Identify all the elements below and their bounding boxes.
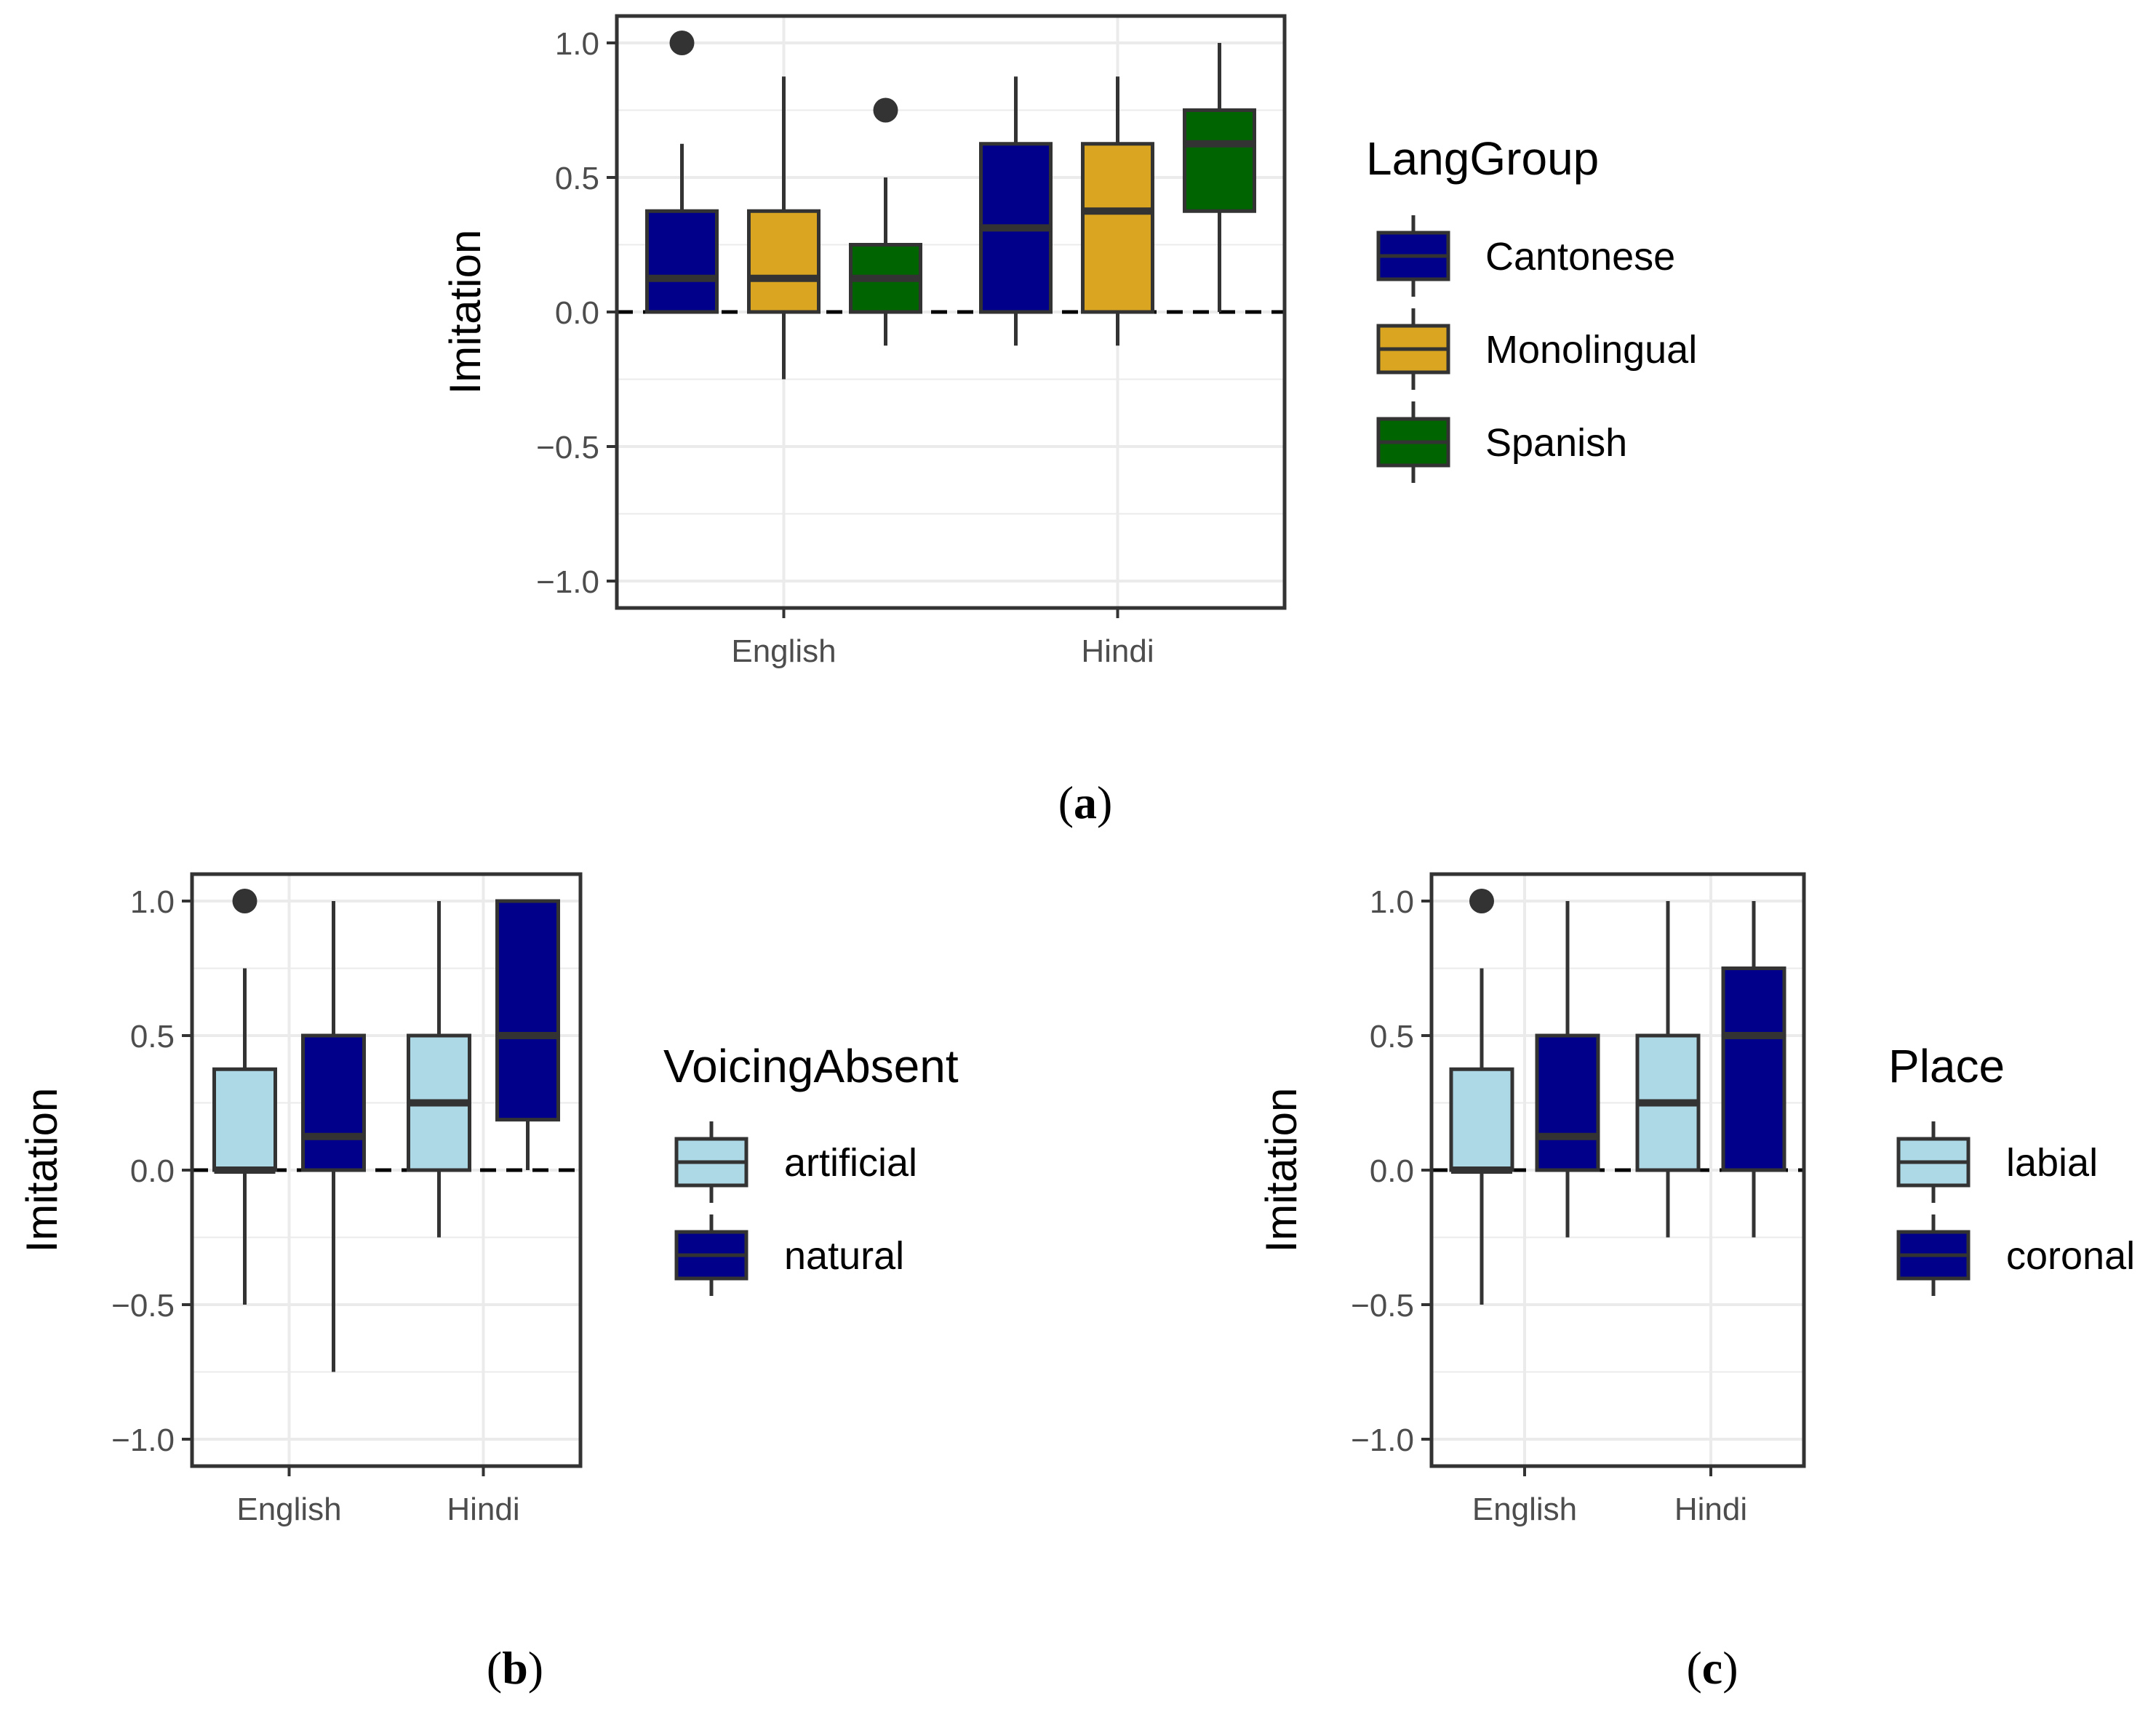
x-tick-label: Hindi — [1081, 633, 1154, 669]
x-tick-label: English — [731, 633, 836, 669]
box-iqr — [1721, 966, 1786, 1172]
legend-label-cantonese: Cantonese — [1485, 235, 1675, 279]
y-axis-title: Imitation — [1257, 1088, 1306, 1253]
x-tick-label: English — [236, 1492, 341, 1527]
y-tick-label: −0.5 — [111, 1288, 175, 1324]
box-iqr — [212, 1067, 277, 1172]
panel-b-chart: 1.0 0.5 0.0 −0.5 −1.0 English Hindi Imitation Vo… — [17, 872, 959, 1694]
y-tick-label: 0.0 — [1370, 1153, 1414, 1189]
legend-title: LangGroup — [1366, 132, 1599, 185]
y-tick-label: −0.5 — [536, 430, 599, 465]
legend-key-artificial — [674, 1121, 748, 1203]
legend-label-natural: natural — [784, 1234, 904, 1278]
y-axis-title: Imitation — [17, 1088, 66, 1253]
box-iqr — [1535, 1033, 1600, 1172]
legend-title: VoicingAbsent — [663, 1040, 959, 1092]
outlier-point — [669, 31, 695, 55]
outlier-point — [1469, 889, 1494, 913]
boxplot-labial-hindi — [1635, 901, 1701, 1238]
legend: LangGroup Cantonese Monolingual Spanish — [1366, 132, 1697, 483]
legend-title: Place — [1888, 1040, 2005, 1092]
panel-caption: (a) — [1058, 777, 1113, 828]
y-tick-label: 0.0 — [555, 295, 599, 331]
legend-label-monolingual: Monolingual — [1485, 328, 1697, 372]
box-iqr — [495, 899, 560, 1122]
box-iqr — [747, 209, 821, 314]
boxplot-coronal-english — [1535, 901, 1600, 1238]
box-iqr — [301, 1033, 366, 1172]
legend-label-coronal: coronal — [2006, 1234, 2135, 1278]
legend-key-spanish — [1376, 401, 1450, 483]
y-axis-title: Imitation — [441, 230, 490, 395]
panel-caption-letter: b — [502, 1642, 528, 1694]
y-tick-label: 0.5 — [1370, 1019, 1414, 1054]
boxplot-cantonese-english — [645, 31, 719, 314]
box-iqr — [645, 209, 719, 314]
boxplot-spanish-english — [849, 97, 922, 346]
y-tick-label: −1.0 — [1351, 1422, 1414, 1458]
boxplot-cantonese-hindi — [979, 76, 1053, 346]
panel-caption-letter: a — [1074, 777, 1097, 828]
panel-caption: (c) — [1686, 1642, 1738, 1694]
y-tick-label: −0.5 — [1351, 1288, 1414, 1324]
box-iqr — [1081, 142, 1154, 314]
outlier-point — [873, 97, 898, 123]
legend: Place labial coronal — [1888, 1040, 2135, 1296]
x-tick-label: Hindi — [447, 1492, 519, 1527]
boxplot-natural-english — [301, 901, 366, 1372]
box-iqr — [1449, 1067, 1514, 1172]
y-tick-label: 0.0 — [130, 1153, 175, 1189]
x-tick-label: Hindi — [1674, 1492, 1747, 1527]
outlier-point — [232, 889, 257, 913]
y-tick-label: 1.0 — [130, 884, 175, 920]
y-tick-label: −1.0 — [536, 564, 599, 600]
legend-key-cantonese — [1376, 215, 1450, 297]
boxplot-labial-english — [1449, 889, 1514, 1305]
legend: VoicingAbsent artificial natural — [663, 1040, 959, 1296]
legend-key-natural — [674, 1214, 748, 1296]
y-tick-label: 1.0 — [1370, 884, 1414, 920]
boxplot-artificial-hindi — [407, 901, 471, 1238]
panel-caption: (b) — [487, 1642, 543, 1694]
legend-key-monolingual — [1376, 308, 1450, 390]
legend-key-labial — [1896, 1121, 1971, 1203]
y-tick-label: −1.0 — [111, 1422, 175, 1458]
panel-a-chart: 1.0 0.5 0.0 −0.5 −1.0 English Hindi Imitation La… — [441, 14, 1697, 828]
boxplot-artificial-english — [212, 889, 277, 1305]
y-tick-label: 0.5 — [130, 1019, 175, 1054]
legend-label-spanish: Spanish — [1485, 421, 1627, 465]
panel-c-chart: 1.0 0.5 0.0 −0.5 −1.0 English Hindi Imitation Pl… — [1257, 872, 2135, 1694]
boxplot-monolingual-hindi — [1081, 76, 1154, 346]
box-iqr — [1183, 108, 1256, 213]
boxplot-coronal-hindi — [1721, 901, 1786, 1238]
boxplot-monolingual-english — [747, 76, 821, 380]
legend-key-coronal — [1896, 1214, 1971, 1296]
legend-label-artificial: artificial — [784, 1141, 917, 1185]
x-tick-label: English — [1472, 1492, 1577, 1527]
y-tick-label: 1.0 — [555, 26, 599, 62]
y-tick-label: 0.5 — [555, 161, 599, 196]
boxplot-spanish-hindi — [1183, 43, 1256, 312]
legend-label-labial: labial — [2006, 1141, 2098, 1185]
boxplot-natural-hindi — [495, 899, 560, 1170]
panel-caption-letter: c — [1702, 1642, 1722, 1694]
